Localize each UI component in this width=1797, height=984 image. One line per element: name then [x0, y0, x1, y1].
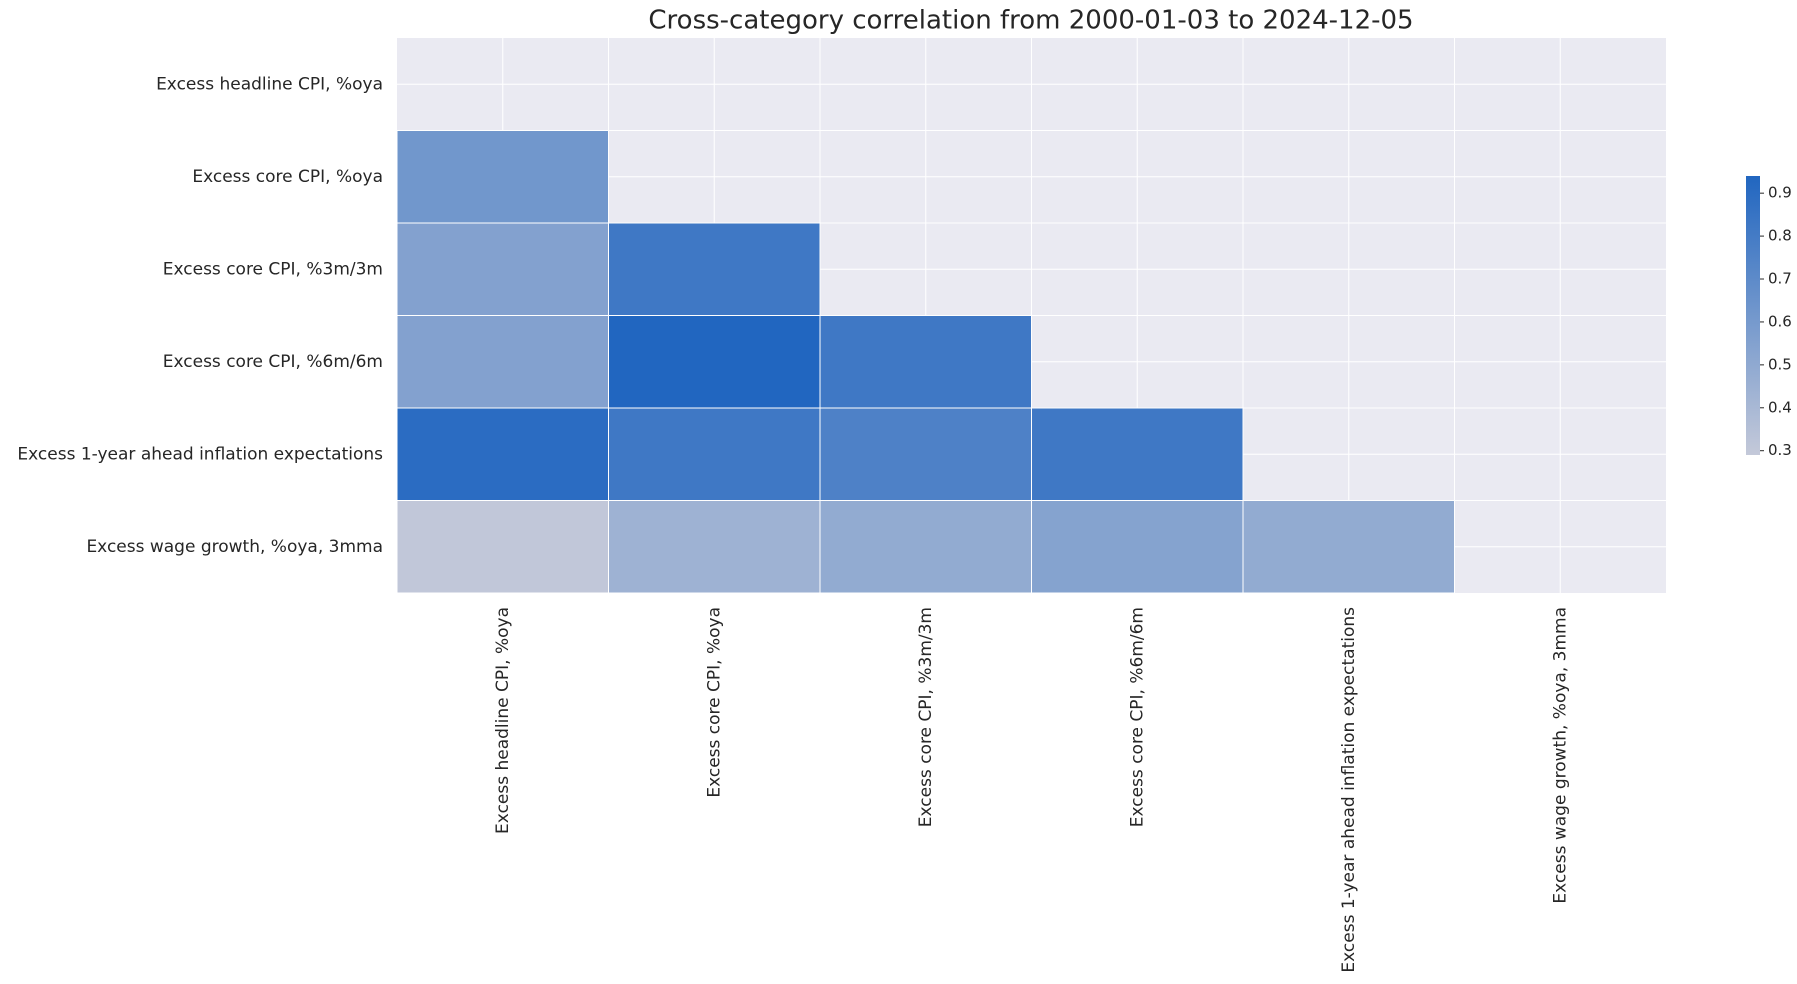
- colorbar-tick-label: 0.8: [1768, 227, 1792, 245]
- x-tick-label: Excess core CPI, %oya: [704, 607, 724, 798]
- colorbar: [1746, 176, 1760, 455]
- colorbar-tick-label: 0.7: [1768, 270, 1792, 288]
- heatmap-cell: [1031, 407, 1244, 501]
- y-tick-label: Excess core CPI, %oya: [192, 167, 383, 187]
- heatmap-cell: [396, 222, 609, 316]
- heatmap-cell: [819, 407, 1032, 501]
- heatmap-cell: [608, 500, 821, 594]
- y-tick-label: Excess core CPI, %6m/6m: [163, 352, 383, 372]
- heatmap-cell: [1242, 500, 1455, 594]
- heatmap-cell: [396, 500, 609, 594]
- colorbar-tick-label: 0.5: [1768, 355, 1792, 373]
- colorbar-tick-label: 0.6: [1768, 312, 1792, 330]
- y-tick-label: Excess 1-year ahead inflation expectatio…: [17, 444, 383, 464]
- x-tick-label: Excess 1-year ahead inflation expectatio…: [1339, 607, 1359, 973]
- heatmap-cell: [396, 407, 609, 501]
- colorbar-tick-label: 0.4: [1768, 398, 1792, 416]
- y-tick-label: Excess wage growth, %oya, 3mma: [86, 537, 383, 557]
- chart-title: Cross-category correlation from 2000-01-…: [648, 6, 1413, 36]
- heatmap-cell: [819, 500, 1032, 594]
- heatmap-cell: [396, 315, 609, 409]
- heatmap-cell: [396, 130, 609, 224]
- y-tick-label: Excess core CPI, %3m/3m: [163, 259, 383, 279]
- y-tick-label: Excess headline CPI, %oya: [156, 74, 383, 94]
- heatmap-cell: [819, 315, 1032, 409]
- x-tick-label: Excess headline CPI, %oya: [493, 607, 513, 834]
- heatmap-cell: [608, 222, 821, 316]
- heatmap-cell: [608, 315, 821, 409]
- heatmap-cell: [1031, 500, 1244, 594]
- x-tick-label: Excess core CPI, %3m/3m: [916, 607, 936, 827]
- x-tick-label: Excess wage growth, %oya, 3mma: [1550, 607, 1570, 904]
- heatmap-cell: [608, 407, 821, 501]
- colorbar-tick-label: 0.9: [1768, 184, 1792, 202]
- x-tick-label: Excess core CPI, %6m/6m: [1127, 607, 1147, 827]
- colorbar-tick-label: 0.3: [1768, 441, 1792, 459]
